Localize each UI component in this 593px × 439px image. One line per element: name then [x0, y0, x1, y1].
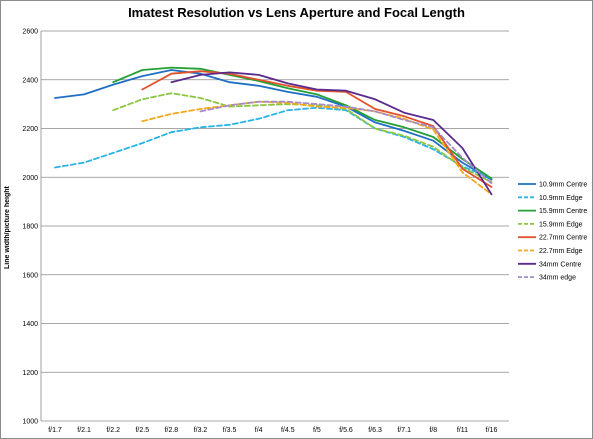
y-tick-label: 1200	[22, 370, 38, 377]
x-tick-label: f/11	[457, 427, 468, 434]
legend-label: 34mm Centre	[539, 261, 582, 268]
legend-label: 22.7mm Edge	[539, 248, 583, 255]
chart-title: Imatest Resolution vs Lens Aperture and …	[128, 5, 465, 20]
legend-label: 34mm edge	[539, 275, 576, 282]
y-tick-label: 1800	[22, 224, 38, 231]
x-tick-label: f/3.5	[223, 427, 237, 434]
series-line-1	[54, 106, 493, 180]
legend-label: 15.9mm Edge	[539, 221, 583, 228]
x-tick-label: f/6.3	[368, 427, 382, 434]
x-tick-label: f/2.5	[135, 427, 149, 434]
series-line-5	[141, 100, 493, 196]
x-tick-label: f/2.2	[106, 427, 120, 434]
x-tick-label: f/5.6	[339, 427, 353, 434]
y-tick-label: 1000	[22, 419, 38, 426]
y-tick-label: 1600	[22, 272, 38, 279]
y-tick-label: 1400	[22, 321, 38, 328]
legend-label: 22.7mm Centre	[539, 235, 587, 242]
series-line-2	[112, 66, 493, 180]
x-tick-label: f/4.5	[281, 427, 295, 434]
x-tick-label: f/3.2	[194, 427, 208, 434]
x-tick-label: f/5	[313, 427, 321, 434]
y-tick-label: 2600	[22, 29, 38, 36]
legend-label: 15.9mm Centre	[539, 208, 587, 215]
x-tick-label: f/8	[429, 427, 437, 434]
x-tick-label: f/1.7	[48, 427, 62, 434]
legend-label: 10.9mm Edge	[539, 195, 583, 202]
legend-label: 10.9mm Centre	[539, 182, 587, 189]
x-tick-label: f/2.8	[165, 427, 179, 434]
x-tick-label: f/7.1	[397, 427, 411, 434]
series-line-0	[54, 69, 493, 181]
x-tick-label: f/4	[255, 427, 263, 434]
series-line-6	[170, 71, 493, 196]
x-tick-label: f/16	[486, 427, 498, 434]
x-tick-label: f/2.1	[77, 427, 91, 434]
y-tick-label: 2400	[22, 77, 38, 84]
series-line-4	[141, 70, 493, 188]
y-tick-label: 2000	[22, 175, 38, 182]
series-line-7	[199, 100, 493, 185]
y-tick-label: 2200	[22, 126, 38, 133]
